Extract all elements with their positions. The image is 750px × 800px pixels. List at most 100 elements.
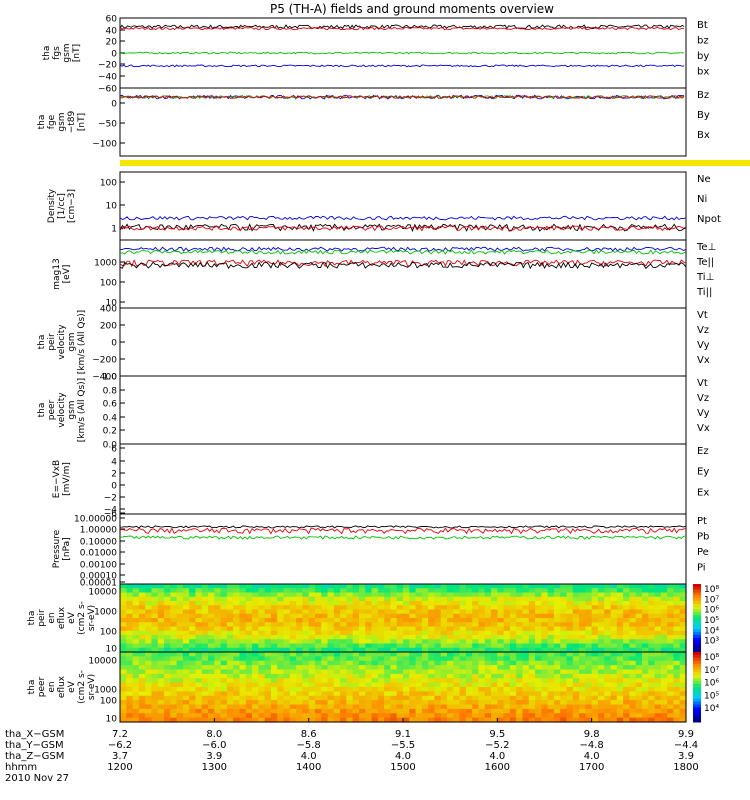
spectrogram-cell [358,639,366,645]
spectrogram-cell [321,601,329,606]
spectrogram-cell [327,613,335,619]
spectrogram-cell [308,660,316,666]
spectrogram-cell [459,695,467,701]
spectrogram-cell [239,601,247,606]
spectrogram-cell [591,647,599,653]
spectrogram-cell [384,626,392,632]
spectrogram-cell [145,656,153,662]
spectrogram-cell [189,665,197,671]
spectrogram-cell [484,713,492,719]
spectrogram-cell [220,639,228,645]
spectrogram-cell [277,647,285,653]
spectrogram-cell [566,652,574,657]
spectrogram-cell [314,695,322,701]
spectrogram-cell [365,695,373,701]
spectrogram-cell [403,639,410,645]
spectrogram-cell [440,695,448,701]
spectrogram-cell [503,605,511,611]
x-tick-label: 1700 [579,762,604,773]
y-axis-label: fge [47,114,57,129]
spectrogram-cell [428,635,436,640]
spectrogram-cell [528,713,536,719]
spectrogram-cell [597,713,605,719]
spectrogram-cell [258,584,266,589]
spectrogram-cell [201,682,209,688]
spectrogram-cell [591,682,599,688]
spectrogram-cell [635,596,643,602]
spectrogram-cell [157,630,165,636]
spectrogram-cell [623,592,630,598]
spectrogram-cell [314,665,322,671]
spectrogram-cell [258,643,266,649]
spectrogram-cell [641,592,649,598]
spectrogram-cell [327,609,335,615]
spectrogram-cell [503,700,511,706]
spectrogram-cell [421,647,429,653]
spectrogram-cell [138,687,146,692]
spectrogram-cell [484,584,492,589]
spectrogram-cell [333,643,341,649]
spectrogram-cell [289,630,297,636]
spectrogram-cell [126,695,134,701]
spectrogram-cell [641,588,649,594]
spectrogram-cell [308,673,316,679]
spectrogram-cell [403,635,410,640]
spectrogram-cell [503,592,511,598]
spectrogram-cell [673,660,681,666]
by-trace [119,51,685,55]
spectrogram-cell [371,678,379,684]
spectrogram-cell [220,708,228,714]
spectrogram-cell [409,708,417,714]
spectrogram-cell [654,717,662,723]
spectrogram-cell [497,691,505,697]
spectrogram-cell [673,717,681,723]
spectrogram-cell [226,660,234,666]
y-tick-label: 6 [111,445,117,455]
spectrogram-cell [434,700,442,706]
spectrogram-cell [635,601,643,606]
spectrogram-cell [314,656,322,662]
spectrogram-cell [283,588,291,594]
spectrogram-cell [673,605,681,611]
spectrogram-cell [616,717,624,723]
spectrogram-cell [579,691,586,697]
spectrogram-cell [679,708,687,714]
spectrogram-cell [459,682,467,688]
y-tick-label: −20 [98,61,117,71]
y-tick-label: −40 [98,73,117,83]
spectrogram-cell [226,626,234,632]
spectrogram-cell [321,596,329,602]
x-tick-label: 1300 [202,762,227,773]
spectrogram-cell [201,635,209,640]
spectrogram-cell [145,660,153,666]
spectrogram-cell [264,704,272,710]
spectrogram-cell [434,647,442,653]
spectrogram-cell [138,584,146,589]
spectrogram-cell [428,609,436,615]
spectrogram-cell [176,626,184,632]
spectrogram-cell [371,687,379,692]
electron-spectrogram [119,651,687,723]
spectrogram-cell [585,596,593,602]
spectrogram-cell [491,713,498,719]
y-tick-label: 1 [111,225,117,235]
spectrogram-cell [491,665,498,671]
spectrogram-cell [465,691,473,697]
spectrogram-cell [132,717,140,723]
spectrogram-cell [541,704,549,710]
spectrogram-cell [403,613,410,619]
spectrogram-cell [384,635,392,640]
spectrogram-cell [535,592,542,598]
spectrogram-cell [214,713,222,719]
spectrogram-cell [472,630,480,636]
spectrogram-cell [459,665,467,671]
spectrogram-cell [220,673,228,679]
spectrogram-cell [491,622,498,628]
spectrogram-cell [428,669,436,675]
spectrogram-cell [302,695,310,701]
spectrogram-cell [610,700,618,706]
spectrogram-cell [604,588,612,594]
spectrogram-cell [245,660,253,666]
spectrogram-cell [673,592,681,598]
spectrogram-cell [340,605,347,611]
